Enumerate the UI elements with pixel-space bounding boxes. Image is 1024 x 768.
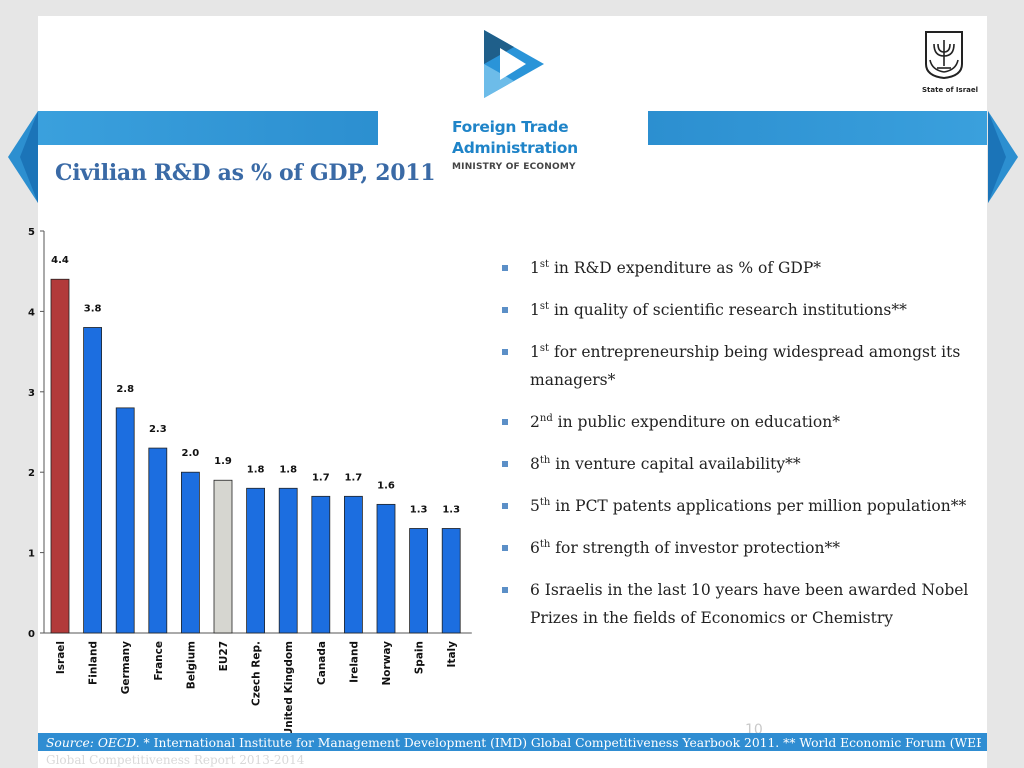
bar-ireland (343, 495, 363, 634)
highlight-item: 1st for entrepreneurship being widesprea… (498, 338, 988, 394)
category-label: Spain (414, 641, 426, 674)
source-label: Source: OECD. (46, 736, 140, 750)
source-details: * International Institute for Management… (139, 736, 981, 750)
category-label: Ireland (348, 641, 360, 683)
state-emblem-icon (925, 31, 963, 80)
bar-czech-rep (246, 487, 266, 634)
brand-line-1: Foreign Trade (452, 118, 569, 136)
y-tick-label: 4 (28, 307, 35, 318)
bar-value-label: 1.7 (312, 472, 330, 483)
bar-value-label: 1.7 (345, 472, 363, 483)
bar-value-label: 2.3 (149, 424, 167, 435)
header-band-left (38, 111, 378, 145)
bar-value-label: 4.4 (51, 255, 69, 266)
highlight-item: 8th in venture capital availability** (498, 450, 988, 478)
source-footnote: Source: OECD. * International Institute … (46, 736, 981, 750)
bar-canada (311, 495, 331, 634)
bullet-square-icon (502, 265, 508, 271)
highlight-item: 1st in quality of scientific research in… (498, 296, 988, 324)
y-tick-label: 3 (28, 388, 35, 399)
bar-chart: 0 1 2 3 4 5 4.4 Israel 3.8 Finland 2.8 Germany 2.3 F… (28, 227, 472, 736)
category-label: Germany (120, 641, 132, 694)
bar-italy (441, 528, 461, 634)
header-band-right (648, 111, 987, 145)
category-label: Norway (381, 641, 393, 686)
highlight-item: 2nd in public expenditure on education* (498, 408, 988, 436)
highlight-item: 1st in R&D expenditure as % of GDP* (498, 254, 988, 282)
source-footnote-line-2: Global Competitiveness Report 2013-2014 (46, 753, 305, 767)
foreign-trade-logo-icon (484, 30, 544, 98)
bullet-square-icon (502, 419, 508, 425)
category-label: Czech Rep. (251, 641, 263, 706)
highlights-list: 1st in R&D expenditure as % of GDP* 1st … (498, 254, 988, 646)
bar-germany (115, 407, 135, 634)
bar-value-label: 1.3 (410, 504, 428, 515)
chart-bars (50, 278, 461, 634)
bar-value-label: 1.3 (442, 504, 460, 515)
bar-eu27 (213, 479, 233, 634)
bullet-square-icon (502, 307, 508, 313)
bar-value-label: 1.8 (247, 464, 265, 475)
bullet-square-icon (502, 461, 508, 467)
category-label: EU27 (218, 641, 230, 671)
bar-value-label: 3.8 (84, 303, 102, 314)
footer-band (38, 733, 987, 751)
highlight-item: 6th for strength of investor protection*… (498, 534, 988, 562)
y-tick-label: 0 (28, 629, 35, 640)
bar-norway (376, 503, 396, 634)
bullet-square-icon (502, 587, 508, 593)
category-label: Belgium (185, 641, 197, 689)
category-label: France (153, 641, 165, 681)
bar-belgium (180, 471, 200, 634)
highlight-item: 5th in PCT patents applications per mill… (498, 492, 988, 520)
y-tick-label: 5 (28, 227, 35, 238)
bar-united-kingdom (278, 487, 298, 634)
bar-value-label: 1.6 (377, 480, 395, 491)
bar-value-label: 1.9 (214, 456, 232, 467)
category-label: Finland (88, 641, 100, 685)
bar-france (148, 447, 168, 634)
category-label: Israel (55, 641, 67, 674)
brand-line-3: MINISTRY OF ECONOMY (452, 162, 576, 172)
bullet-square-icon (502, 545, 508, 551)
category-label: United Kingdom (283, 641, 295, 736)
bar-spain (409, 528, 429, 634)
y-tick-label: 1 (28, 549, 35, 560)
bar-value-label: 1.8 (279, 464, 297, 475)
bar-finland (83, 327, 102, 634)
bar-value-label: 2.8 (116, 384, 134, 395)
page-title: Civilian R&D as % of GDP, 2011 (55, 160, 436, 186)
category-label: Italy (446, 641, 458, 668)
left-chevron-decoration (8, 111, 38, 203)
highlight-item: 6 Israelis in the last 10 years have bee… (498, 576, 988, 632)
y-tick-label: 2 (28, 468, 35, 479)
bullet-square-icon (502, 349, 508, 355)
right-chevron-decoration (988, 111, 1018, 203)
category-label: Canada (316, 641, 328, 685)
bar-israel (50, 278, 70, 634)
bullet-square-icon (502, 503, 508, 509)
brand-line-2: Administration (452, 139, 578, 157)
state-of-israel-label: State of Israel (922, 86, 979, 94)
bar-value-label: 2.0 (182, 448, 200, 459)
chart-labels: 4.4 Israel 3.8 Finland 2.8 Germany 2.3 France 2.… (51, 255, 460, 736)
